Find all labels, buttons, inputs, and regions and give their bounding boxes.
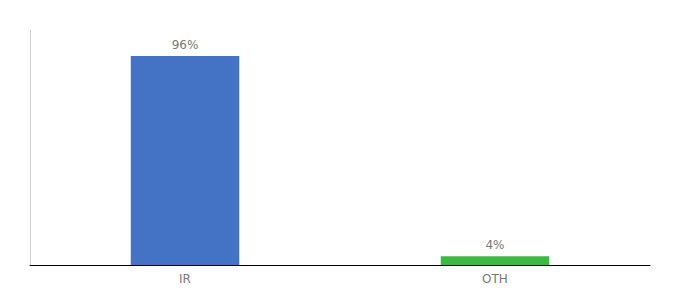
svg-text:96%: 96% — [172, 38, 199, 52]
svg-text:OTH: OTH — [482, 272, 508, 286]
svg-text:IR: IR — [179, 272, 191, 286]
svg-text:4%: 4% — [485, 238, 504, 252]
